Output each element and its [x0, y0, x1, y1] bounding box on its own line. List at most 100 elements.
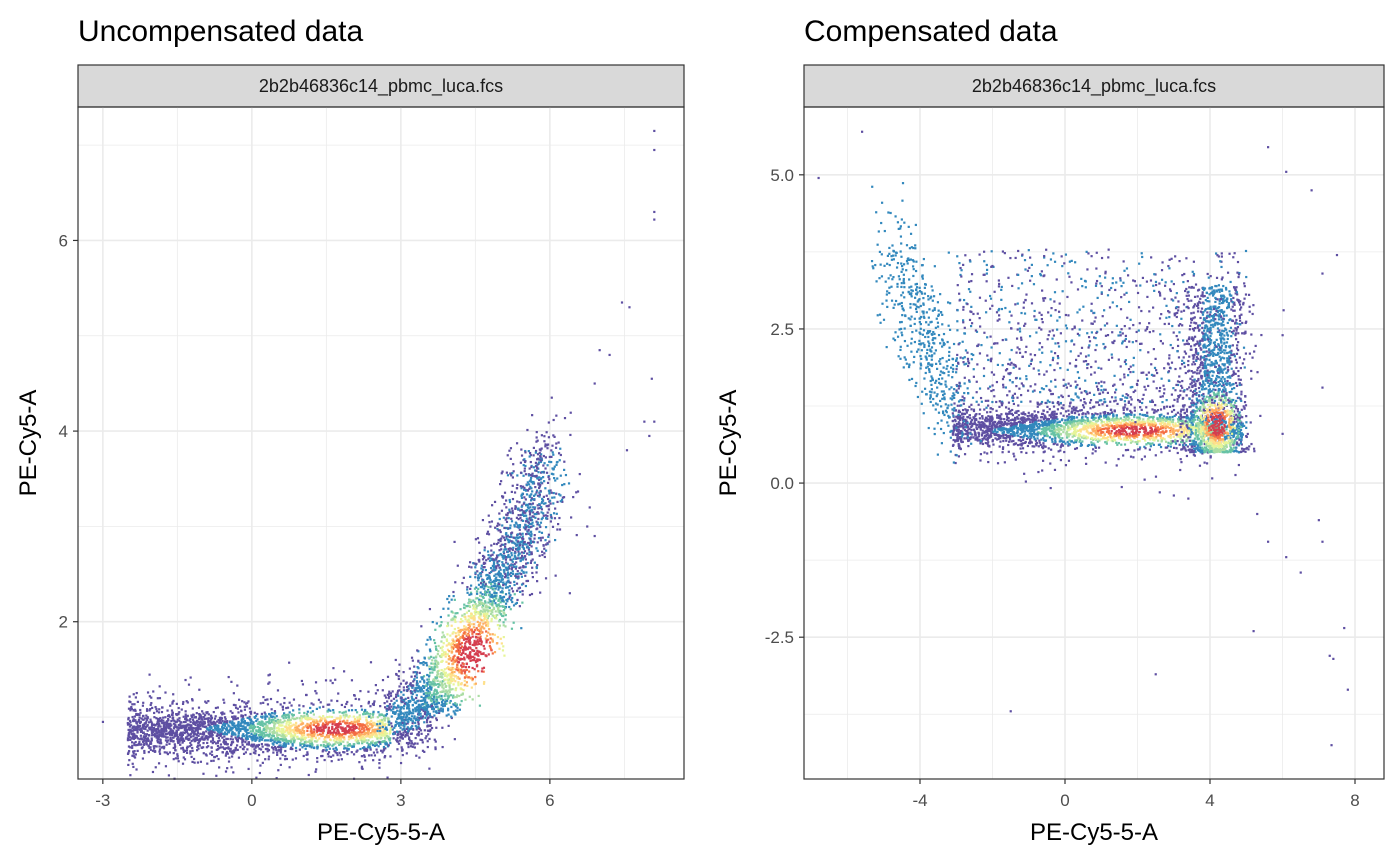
data-point: [195, 733, 199, 736]
data-point: [340, 758, 343, 761]
data-point: [184, 736, 188, 740]
data-point: [186, 737, 189, 741]
data-point: [139, 734, 142, 737]
data-point: [140, 717, 143, 720]
data-point: [485, 573, 489, 577]
data-point: [473, 617, 476, 620]
data-point: [441, 684, 444, 687]
data-point: [434, 676, 437, 679]
data-point: [306, 753, 309, 756]
data-point: [227, 746, 230, 749]
data-point: [479, 575, 483, 578]
data-point: [302, 726, 305, 729]
data-point: [518, 605, 521, 608]
data-point: [555, 461, 558, 464]
data-point: [136, 700, 139, 703]
data-point: [140, 729, 143, 732]
data-point: [192, 735, 195, 738]
data-point: [438, 625, 441, 628]
data-point: [504, 618, 507, 621]
data-point: [432, 707, 436, 711]
data-point: [250, 732, 253, 736]
data-point: [177, 760, 180, 763]
data-point: [410, 740, 413, 743]
data-point: [352, 730, 355, 733]
data-point: [248, 743, 251, 746]
data-point: [424, 698, 427, 702]
data-point: [501, 614, 504, 617]
data-point: [351, 722, 354, 725]
data-point: [547, 475, 550, 479]
data-point: [350, 731, 353, 734]
data-point: [408, 683, 412, 686]
data-point: [416, 742, 419, 745]
data-point: [507, 548, 510, 551]
data-point: [486, 612, 489, 616]
data-point: [537, 471, 540, 474]
data-point: [481, 610, 484, 613]
data-point: [538, 482, 541, 485]
data-point: [378, 758, 381, 761]
data-point: [410, 715, 414, 718]
data-point: [462, 646, 466, 649]
data-point: [552, 418, 555, 422]
data-point: [322, 726, 325, 729]
data-point: [484, 606, 487, 609]
data-point: [367, 702, 370, 705]
data-point: [228, 729, 231, 732]
data-point: [384, 733, 387, 736]
data-point: [461, 581, 464, 585]
data-point: [434, 647, 438, 651]
data-point: [166, 740, 169, 744]
data-point: [483, 585, 486, 588]
data-point: [162, 722, 165, 725]
data-point: [318, 726, 321, 729]
data-point: [454, 612, 457, 615]
data-point: [257, 753, 261, 757]
data-point: [464, 666, 468, 669]
data-point: [328, 721, 331, 724]
data-point: [171, 702, 174, 705]
data-point: [488, 576, 491, 579]
data-point: [503, 545, 507, 548]
data-point: [477, 654, 480, 657]
data-point: [503, 612, 506, 615]
data-point: [328, 747, 331, 750]
data-point: [355, 735, 358, 739]
data-point: [446, 653, 449, 656]
data-point: [487, 553, 490, 557]
data-point: [280, 721, 283, 724]
data-point: [501, 535, 504, 538]
data-point: [529, 519, 532, 522]
data-point: [467, 635, 471, 638]
data-point: [507, 576, 510, 579]
data-point: [178, 733, 181, 736]
data-point: [520, 494, 523, 497]
data-point: [504, 558, 508, 561]
data-point: [440, 694, 443, 698]
data-point: [417, 659, 420, 662]
data-point: [410, 692, 413, 695]
data-point: [550, 460, 553, 464]
data-point: [483, 647, 486, 650]
data-point: [276, 700, 279, 704]
data-point: [141, 724, 144, 727]
data-point: [527, 507, 530, 510]
data-point: [431, 716, 434, 719]
data-point: [205, 730, 208, 733]
data-point: [260, 723, 263, 726]
data-point: [269, 713, 272, 716]
data-point: [493, 590, 496, 593]
data-point: [488, 598, 491, 601]
data-point: [180, 734, 184, 738]
data-point: [160, 718, 163, 721]
data-point: [529, 506, 532, 509]
data-point: [411, 659, 414, 662]
data-point: [529, 540, 532, 543]
data-point: [279, 724, 282, 727]
data-point: [536, 580, 539, 583]
data-point: [274, 716, 277, 719]
data-point: [133, 703, 136, 706]
data-point: [446, 697, 450, 700]
data-point: [274, 722, 277, 725]
